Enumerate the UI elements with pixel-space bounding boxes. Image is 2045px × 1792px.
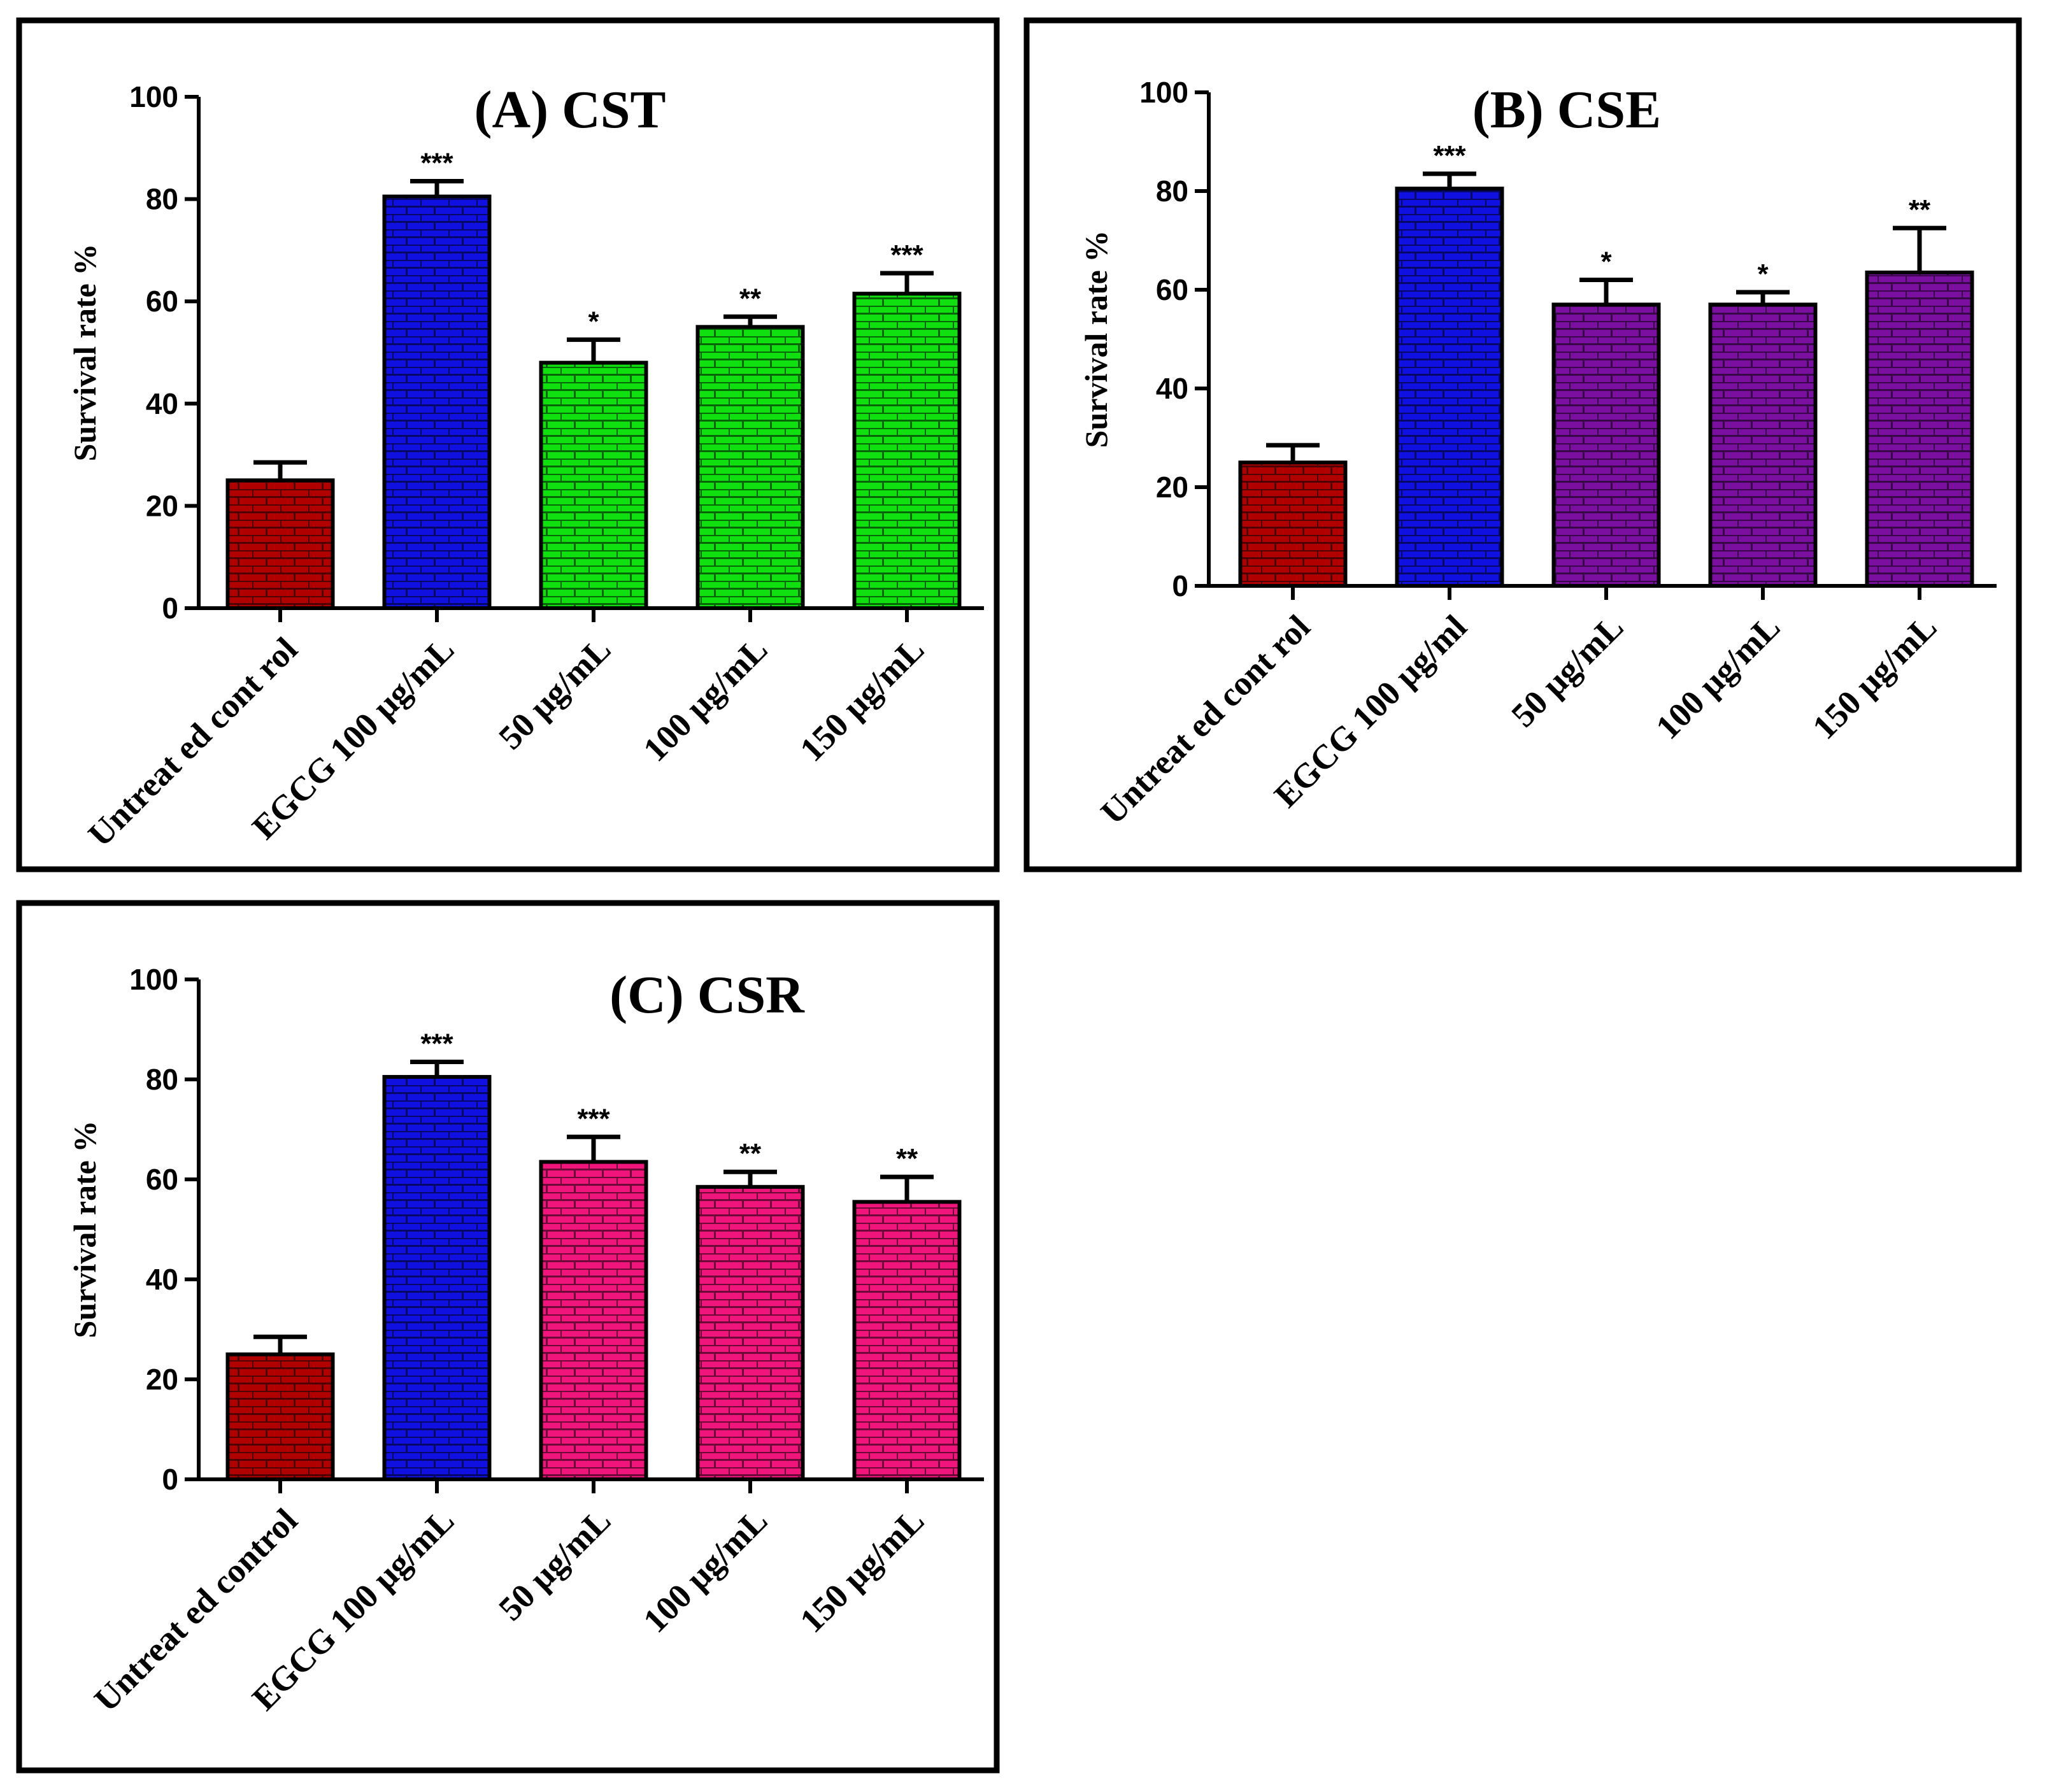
category-label: 150 µg/mL (1805, 608, 1944, 746)
y-tick-label: 20 (1156, 471, 1188, 504)
y-tick-label: 60 (146, 285, 178, 318)
bar-pattern (384, 196, 490, 609)
y-axis-label: Survival rate % (67, 244, 103, 462)
y-tick-label: 0 (1172, 569, 1188, 602)
significance-label: *** (420, 147, 453, 178)
bar-pattern (1553, 304, 1659, 586)
y-tick-label: 80 (146, 183, 178, 216)
significance-label: *** (890, 239, 923, 271)
category-label: 150 µg/mL (792, 630, 931, 769)
y-tick-label: 100 (129, 80, 178, 113)
y-tick-label: 100 (129, 963, 178, 996)
category-label: 100 µg/mL (1648, 608, 1787, 746)
bar-pattern (697, 1186, 803, 1479)
bar-pattern (854, 294, 960, 608)
bar-pattern (541, 362, 646, 608)
category-label: 50 µg/mL (491, 630, 618, 757)
y-axis-label: Survival rate % (67, 1121, 103, 1339)
y-tick-label: 40 (146, 1263, 178, 1296)
y-tick-label: 0 (162, 1463, 178, 1496)
bar-pattern (697, 327, 803, 608)
significance-label: ** (896, 1143, 918, 1174)
y-tick-label: 60 (1156, 273, 1188, 306)
significance-label: ** (739, 1138, 762, 1169)
bar-pattern (227, 480, 333, 608)
y-tick-label: 80 (146, 1063, 178, 1096)
significance-label: * (588, 306, 599, 337)
bar-pattern (384, 1077, 490, 1479)
y-tick-label: 80 (1156, 174, 1188, 208)
panel-border (16, 900, 1000, 1774)
bar-pattern (1710, 304, 1816, 586)
y-tick-label: 20 (146, 489, 178, 522)
significance-label: ** (739, 283, 762, 314)
chart-title: (A) CST (474, 80, 666, 139)
significance-label: *** (577, 1103, 610, 1134)
y-tick-label: 60 (146, 1163, 178, 1196)
significance-label: *** (1433, 140, 1466, 171)
y-axis-label: Survival rate % (1078, 231, 1114, 448)
category-label: 50 µg/mL (491, 1501, 618, 1628)
panel-border (1023, 17, 2022, 872)
y-tick-label: 40 (146, 387, 178, 420)
category-label: 100 µg/mL (636, 1501, 774, 1640)
bar-pattern (1867, 272, 1972, 586)
category-label: 50 µg/mL (1504, 608, 1630, 734)
chart-title: (C) CSR (609, 965, 805, 1025)
y-tick-label: 0 (162, 592, 178, 625)
significance-label: * (1757, 259, 1769, 290)
significance-label: * (1600, 246, 1612, 278)
panel-border (16, 17, 1000, 872)
category-label: 150 µg/mL (792, 1501, 931, 1640)
bar-pattern (1397, 188, 1502, 586)
chart-title: (B) CSE (1472, 80, 1661, 139)
y-tick-label: 20 (146, 1363, 178, 1396)
significance-label: ** (1909, 194, 1931, 225)
category-label: 100 µg/mL (636, 630, 774, 769)
y-tick-label: 40 (1156, 372, 1188, 405)
bar-pattern (541, 1162, 646, 1479)
bar-pattern (854, 1202, 960, 1479)
bar-pattern (227, 1354, 333, 1479)
y-tick-label: 100 (1139, 76, 1188, 109)
significance-label: *** (420, 1028, 453, 1060)
bar-pattern (1240, 462, 1346, 586)
